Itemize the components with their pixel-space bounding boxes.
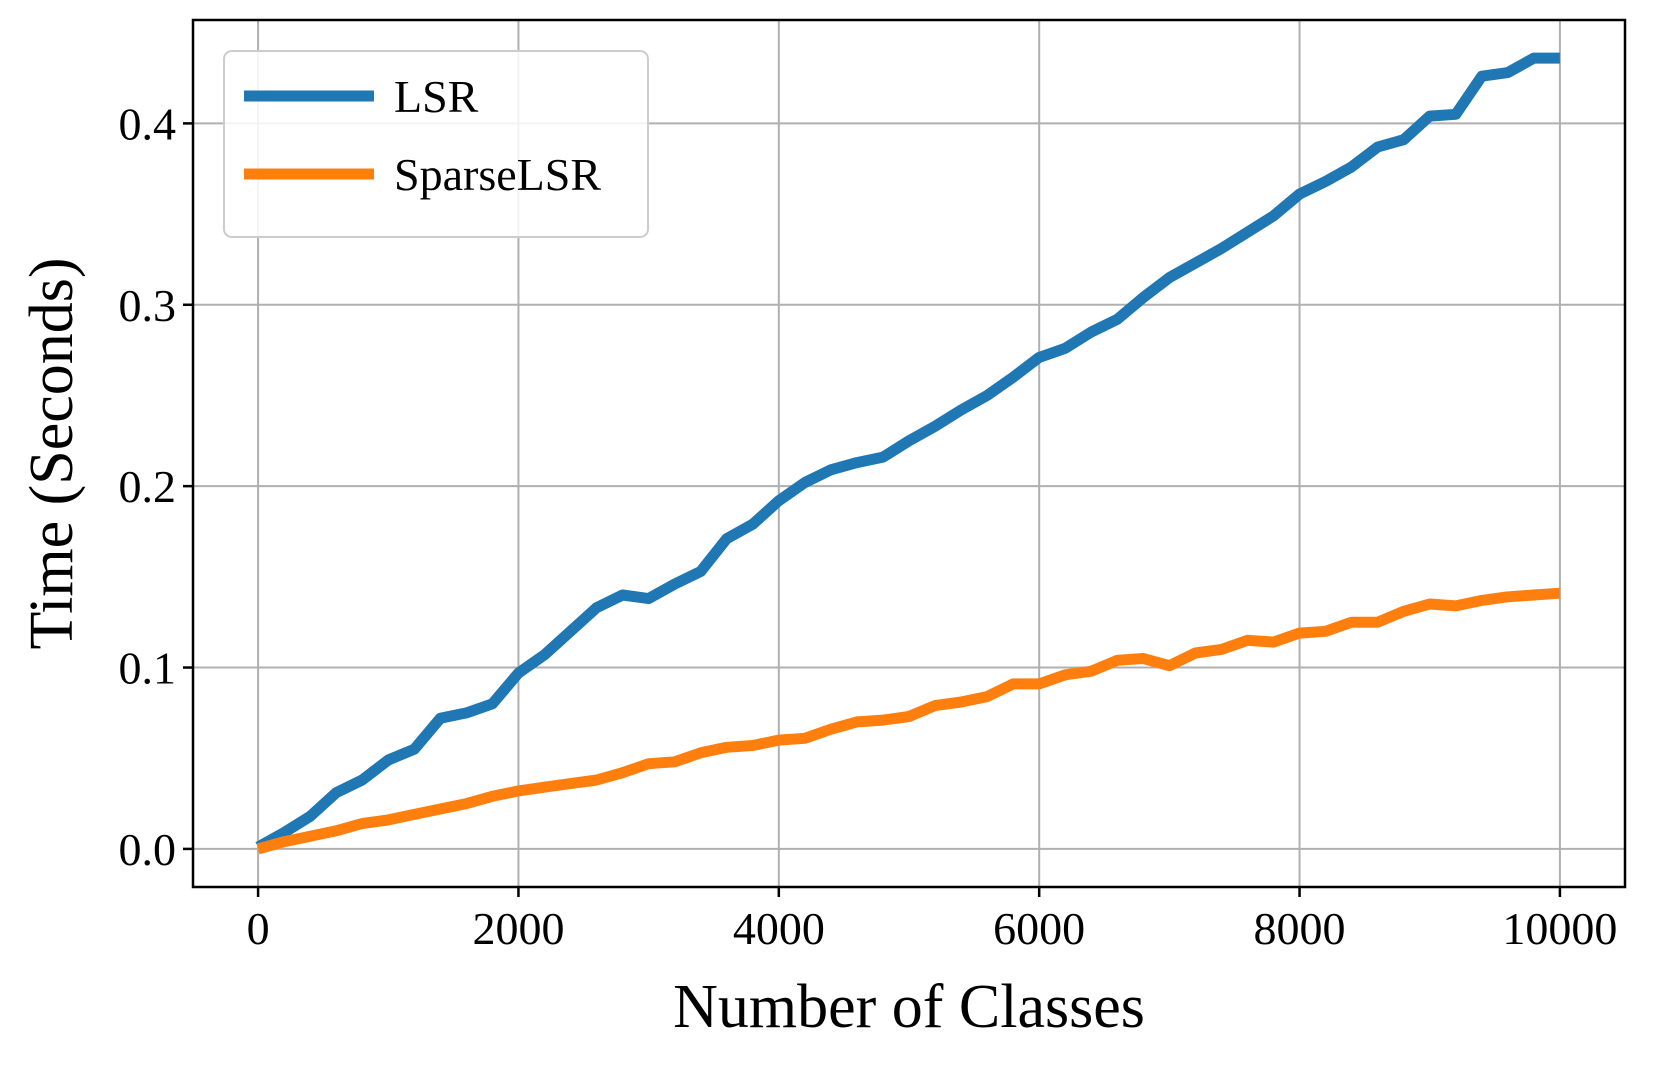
y-tick-label: 0.4 (119, 98, 177, 149)
series-lines (255, 52, 1561, 855)
y-axis-ticks: 0.0 0.1 0.2 0.3 0.4 (119, 98, 193, 875)
series-line-sparselsr (256, 587, 1561, 855)
series-line-lsr (255, 52, 1560, 852)
x-axis-label: Number of Classes (673, 973, 1145, 1041)
y-axis-label: Time (Seconds) (18, 257, 86, 649)
legend: LSR SparseLSR (223, 50, 649, 238)
y-tick-label: 0.2 (119, 461, 177, 512)
x-tick-label: 0 (247, 903, 270, 954)
x-tick-label: 10000 (1502, 903, 1617, 954)
x-axis-ticks: 0 2000 4000 6000 8000 10000 (247, 887, 1617, 954)
x-tick-label: 6000 (993, 903, 1085, 954)
x-tick-label: 2000 (472, 903, 564, 954)
legend-label-lsr: LSR (394, 71, 479, 122)
x-tick-label: 4000 (733, 903, 825, 954)
y-tick-label: 0.1 (119, 643, 177, 694)
legend-label-sparselsr: SparseLSR (394, 149, 601, 200)
plot-area-frame (191, 18, 1627, 889)
x-tick-label: 8000 (1254, 903, 1346, 954)
y-tick-label: 0.0 (119, 824, 177, 875)
y-tick-label: 0.3 (119, 280, 177, 331)
